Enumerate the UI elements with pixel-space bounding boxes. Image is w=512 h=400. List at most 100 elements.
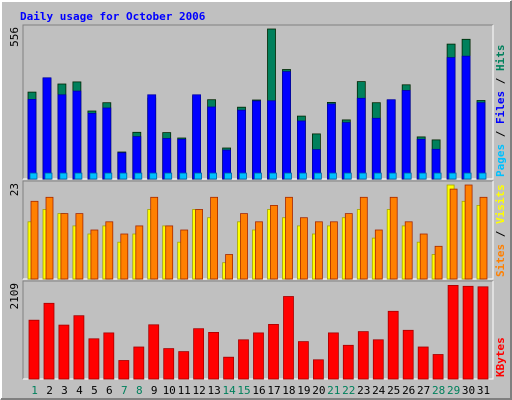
y-max-label-middle: 23 <box>8 183 21 196</box>
bar-pages-day-3 <box>59 172 68 180</box>
bar-sites-day-18 <box>285 196 293 280</box>
bar-pages-day-30 <box>463 172 472 180</box>
x-tick-label-day-10: 10 <box>163 384 176 397</box>
bar-kbytes-day-8 <box>133 346 145 380</box>
bar-sites-day-12 <box>195 209 204 280</box>
bar-sites-day-4 <box>75 213 84 280</box>
bar-pages-day-6 <box>104 172 113 180</box>
x-tick-label-day-6: 6 <box>106 384 113 397</box>
bar-kbytes-day-2 <box>43 302 55 380</box>
x-tick-label-day-17: 17 <box>267 384 280 397</box>
bar-kbytes-day-27 <box>417 346 429 380</box>
bar-files-day-23 <box>356 97 366 180</box>
legend-hits: Hits <box>494 45 507 72</box>
bar-pages-day-2 <box>44 172 53 180</box>
bar-pages-day-5 <box>89 172 98 180</box>
bar-files-day-8 <box>132 136 142 180</box>
bar-kbytes-day-24 <box>372 339 384 380</box>
x-tick-label-day-24: 24 <box>372 384 386 397</box>
bar-sites-day-11 <box>180 229 189 280</box>
x-tick-label-day-21: 21 <box>327 384 340 397</box>
bar-files-day-18 <box>282 71 291 180</box>
bar-kbytes-day-30 <box>462 285 474 380</box>
bar-pages-day-31 <box>478 172 487 180</box>
bar-kbytes-day-11 <box>178 351 190 380</box>
bar-kbytes-day-1 <box>28 319 40 380</box>
x-tick-label-day-18: 18 <box>282 384 295 397</box>
x-tick-label-day-1: 1 <box>31 384 38 397</box>
bar-sites-day-9 <box>150 196 159 280</box>
bar-kbytes-day-4 <box>73 315 85 380</box>
y-max-label-bottom: 2109 <box>8 283 21 310</box>
bar-kbytes-day-31 <box>477 286 489 380</box>
bar-sites-day-20 <box>314 221 323 280</box>
bar-sites-day-21 <box>329 221 338 280</box>
bar-kbytes-day-14 <box>223 356 235 380</box>
bar-kbytes-day-22 <box>342 344 354 380</box>
legend-files: Files <box>494 91 507 124</box>
bar-pages-day-20 <box>313 172 322 180</box>
bar-kbytes-day-13 <box>208 331 220 380</box>
bar-kbytes-day-26 <box>402 329 414 380</box>
bar-files-day-3 <box>57 94 67 180</box>
bar-kbytes-day-6 <box>103 332 115 380</box>
bar-pages-day-29 <box>448 172 457 180</box>
x-tick-label-day-5: 5 <box>91 384 98 397</box>
bar-kbytes-day-28 <box>432 354 444 380</box>
bar-sites-day-19 <box>299 217 308 280</box>
x-tick-label-day-14: 14 <box>222 384 236 397</box>
bar-files-day-26 <box>401 90 411 180</box>
legend-middle: Sites / Visits <box>494 184 507 277</box>
bar-sites-day-6 <box>105 221 114 280</box>
x-tick-label-day-3: 3 <box>61 384 68 397</box>
x-tick-label-day-9: 9 <box>151 384 158 397</box>
bar-files-day-5 <box>87 113 97 180</box>
bar-pages-day-24 <box>373 172 382 180</box>
bar-kbytes-day-25 <box>387 310 399 380</box>
bar-pages-day-1 <box>29 172 38 180</box>
panel-middle: 23 Sites / Visits <box>8 180 507 280</box>
bar-pages-day-14 <box>224 172 233 180</box>
x-tick-label-day-31: 31 <box>477 384 490 397</box>
bar-sites-day-28 <box>434 245 443 280</box>
bar-sites-day-1 <box>30 200 39 280</box>
bar-kbytes-day-5 <box>88 338 100 380</box>
bar-pages-day-26 <box>403 172 412 180</box>
legend-sites: Sites <box>494 244 507 277</box>
bar-pages-day-17 <box>269 172 277 180</box>
bar-files-day-21 <box>326 103 336 180</box>
x-tick-label-day-16: 16 <box>252 384 265 397</box>
bar-pages-day-7 <box>119 172 128 180</box>
bar-sites-day-25 <box>389 196 398 280</box>
bar-pages-day-27 <box>418 172 427 180</box>
bar-files-day-29 <box>446 57 456 180</box>
legend-separator: / <box>494 224 507 244</box>
bar-kbytes-day-20 <box>312 359 324 380</box>
bar-kbytes-day-15 <box>238 339 249 380</box>
series-files <box>27 55 486 180</box>
bar-kbytes-day-19 <box>297 341 309 380</box>
bar-sites-day-26 <box>404 221 413 280</box>
bar-kbytes-day-16 <box>253 332 264 380</box>
x-tick-label-day-15: 15 <box>237 384 250 397</box>
x-tick-label-day-28: 28 <box>432 384 445 397</box>
bar-files-day-16 <box>252 100 261 180</box>
bar-files-day-19 <box>296 120 306 180</box>
x-tick-label-day-4: 4 <box>76 384 83 397</box>
bar-sites-day-14 <box>225 254 234 280</box>
x-tick-label-day-8: 8 <box>136 384 143 397</box>
bar-files-day-9 <box>147 94 157 180</box>
y-max-label-top: 556 <box>8 27 21 47</box>
bar-pages-day-8 <box>134 172 143 180</box>
bar-sites-day-24 <box>374 229 383 280</box>
panel-top: 556 Pages / Files / Hits <box>8 24 507 180</box>
x-tick-label-day-2: 2 <box>46 384 53 397</box>
x-tick-label-day-30: 30 <box>462 384 475 397</box>
bar-kbytes-day-9 <box>148 324 160 380</box>
x-axis-day-labels: 1 2 3 4 5 6 7 8 9 10 11 12 13 14 15 16 17 18 19 20 21 22 23 24 2… <box>31 384 490 397</box>
bar-files-day-31 <box>476 102 486 180</box>
bar-pages-day-22 <box>343 172 352 180</box>
